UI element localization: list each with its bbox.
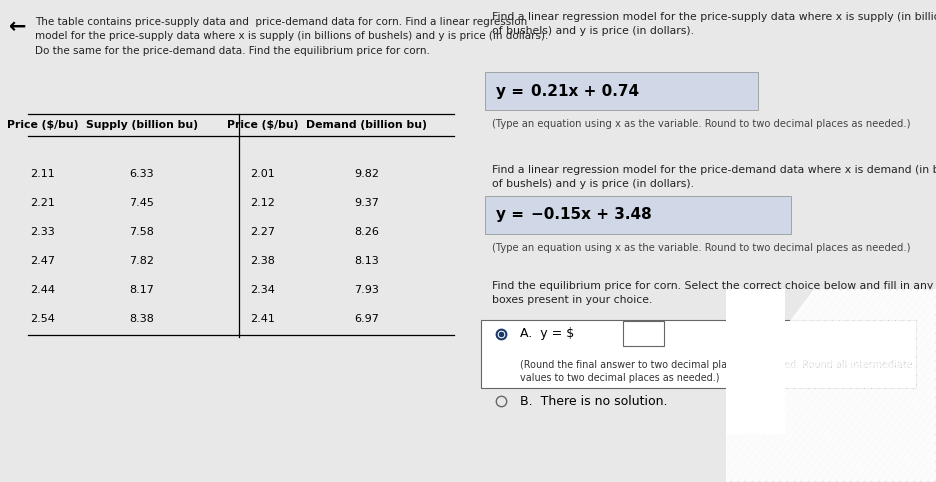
Text: 7.93: 7.93 [354, 285, 379, 295]
Text: y =: y = [496, 207, 529, 223]
Text: 2.33: 2.33 [30, 228, 55, 237]
Text: Demand (billion bu): Demand (billion bu) [306, 120, 427, 130]
Text: 2.12: 2.12 [250, 199, 275, 208]
Text: (Type an equation using x as the variable. Round to two decimal places as needed: (Type an equation using x as the variabl… [491, 119, 909, 129]
Text: Find a linear regression model for the price-demand data where x is demand (in b: Find a linear regression model for the p… [491, 165, 936, 189]
Text: 8.26: 8.26 [354, 228, 379, 237]
Text: 2.27: 2.27 [250, 228, 275, 237]
Text: Find the equilibrium price for corn. Select the correct choice below and fill in: Find the equilibrium price for corn. Sel… [491, 281, 936, 305]
Text: 8.38: 8.38 [129, 314, 154, 324]
FancyBboxPatch shape [622, 321, 664, 346]
Text: 2.01: 2.01 [250, 170, 274, 179]
Text: 0.21x + 0.74: 0.21x + 0.74 [531, 83, 638, 99]
Text: 2.41: 2.41 [250, 314, 275, 324]
Text: (Type an equation using x as the variable. Round to two decimal places as needed: (Type an equation using x as the variabl… [491, 243, 909, 253]
Text: Find a linear regression model for the price-supply data where x is supply (in b: Find a linear regression model for the p… [491, 12, 936, 37]
Text: 2.47: 2.47 [30, 256, 55, 266]
Text: 2.34: 2.34 [250, 285, 275, 295]
Text: 2.44: 2.44 [30, 285, 55, 295]
Text: 2.54: 2.54 [30, 314, 55, 324]
Text: The table contains price-supply data and  price-demand data for corn. Find a lin: The table contains price-supply data and… [36, 17, 548, 55]
FancyBboxPatch shape [484, 72, 757, 110]
FancyBboxPatch shape [725, 289, 784, 434]
FancyBboxPatch shape [484, 196, 790, 234]
Text: 2.21: 2.21 [30, 199, 55, 208]
Text: 8.17: 8.17 [129, 285, 154, 295]
Text: 2.11: 2.11 [30, 170, 55, 179]
Text: Supply (billion bu): Supply (billion bu) [86, 120, 197, 130]
Text: Price ($/bu): Price ($/bu) [227, 120, 298, 130]
Text: y =: y = [496, 83, 529, 99]
Text: 6.97: 6.97 [354, 314, 379, 324]
Text: Price ($/bu): Price ($/bu) [7, 120, 79, 130]
Text: 2.38: 2.38 [250, 256, 275, 266]
Text: 9.37: 9.37 [354, 199, 379, 208]
FancyBboxPatch shape [480, 320, 914, 388]
Text: (Round the final answer to two decimal places as needed. Round all intermediate
: (Round the final answer to two decimal p… [519, 360, 911, 383]
Text: 7.58: 7.58 [129, 228, 154, 237]
Text: 7.45: 7.45 [129, 199, 154, 208]
Text: 8.13: 8.13 [354, 256, 379, 266]
Text: −0.15x + 3.48: −0.15x + 3.48 [531, 207, 651, 223]
Text: 9.82: 9.82 [354, 170, 379, 179]
Text: 6.33: 6.33 [129, 170, 154, 179]
Text: A.  y = $: A. y = $ [519, 327, 573, 340]
Text: 7.82: 7.82 [129, 256, 154, 266]
Text: ←: ← [9, 17, 27, 37]
Text: B.  There is no solution.: B. There is no solution. [519, 395, 666, 407]
